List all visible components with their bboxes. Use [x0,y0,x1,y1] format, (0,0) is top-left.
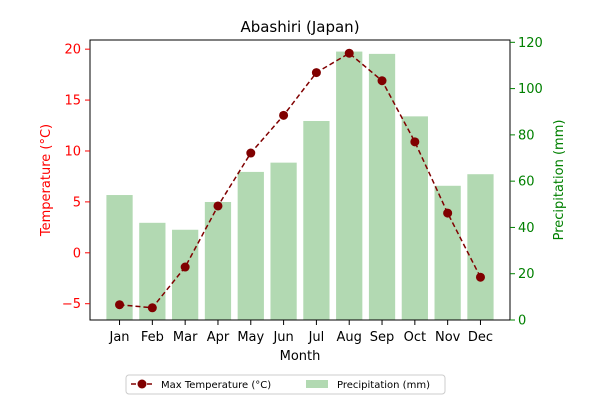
right-axis: 0 20 40 60 80 100 120 [510,36,543,329]
precipitation-bar-sep [368,53,396,320]
x-tick-label-sep: Sep [370,330,395,345]
precipitation-bar-aug [336,51,363,320]
temperature-point-jun [279,110,289,120]
temperature-point-mar [180,262,190,272]
legend-marker-swatch [137,379,147,389]
x-axis: Jan Feb Mar Apr May Jun Jul Aug Sep Oct Nov Dec [109,320,493,345]
temperature-point-jul [311,68,321,78]
precipitation-bar-jul [303,120,330,321]
left-tick-label: 20 [64,43,81,58]
x-tick-label-jan: Jan [109,330,130,345]
right-tick-label: 80 [518,128,535,143]
x-tick-label-dec: Dec [468,330,493,345]
right-tick-label: 0 [518,314,526,329]
right-tick-label: 20 [518,267,535,282]
chart-title: Abashiri (Japan) [240,18,359,36]
temperature-line [119,52,482,309]
x-tick-label-nov: Nov [435,330,461,345]
x-tick-label-oct: Oct [404,330,426,345]
left-tick-label: 15 [64,94,81,109]
left-axis-label: Temperature (°C) [39,124,54,237]
bars-layer [106,51,494,321]
right-tick-label: 40 [518,221,535,236]
legend: Max Temperature (°C) Precipitation (mm) [125,374,446,395]
x-tick-label-jul: Jul [308,330,325,345]
precipitation-bar-may [237,171,264,320]
plot-frame [89,39,511,321]
legend-label-temperature: Max Temperature (°C) [161,380,271,391]
temperature-point-jan [115,300,125,310]
right-tick-label: 120 [518,36,543,51]
x-tick-label-may: May [237,330,264,345]
temperature-point-may [246,148,256,158]
left-axis: −5 0 5 10 15 20 [62,43,90,312]
right-tick-label: 100 [518,82,543,97]
left-tick-label: 10 [64,144,81,159]
temperature-point-apr [213,201,223,211]
legend-box [125,374,446,395]
precipitation-bar-jun [270,162,297,320]
precipitation-bar-jan [106,195,133,320]
line-layer [115,48,485,313]
x-axis-label: Month [280,349,321,364]
x-tick-label-jun: Jun [272,330,293,345]
left-tick-label: 5 [73,195,81,210]
precipitation-bar-nov [434,185,461,320]
legend-bar-swatch [306,380,328,388]
temperature-point-sep [377,76,387,86]
right-tick-label: 60 [518,175,535,190]
temperature-point-feb [147,303,157,313]
right-axis-label: Precipitation (mm) [552,120,567,241]
legend-label-precipitation: Precipitation (mm) [337,380,430,391]
precipitation-bar-mar [172,229,199,320]
temperature-point-nov [443,208,453,218]
x-tick-label-apr: Apr [207,330,230,345]
precipitation-bar-dec [467,174,494,320]
left-tick-label: 0 [73,246,81,261]
x-tick-label-aug: Aug [337,330,362,345]
precipitation-bar-apr [204,201,232,320]
x-tick-label-mar: Mar [173,330,198,345]
left-tick-label: −5 [62,297,81,312]
precipitation-bar-oct [401,116,428,320]
temperature-point-aug [344,48,354,58]
temperature-point-oct [410,137,420,147]
x-tick-label-feb: Feb [141,330,164,345]
temperature-point-dec [475,272,485,282]
